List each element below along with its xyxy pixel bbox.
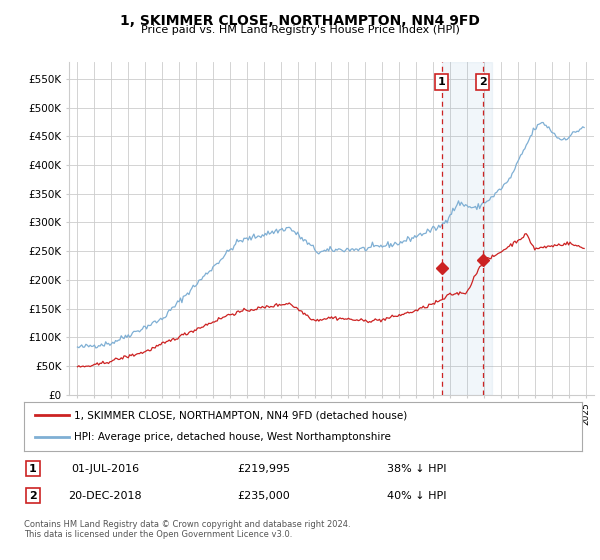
Text: 40% ↓ HPI: 40% ↓ HPI	[387, 491, 447, 501]
Text: 1, SKIMMER CLOSE, NORTHAMPTON, NN4 9FD (detached house): 1, SKIMMER CLOSE, NORTHAMPTON, NN4 9FD (…	[74, 410, 407, 421]
Text: 38% ↓ HPI: 38% ↓ HPI	[387, 464, 447, 474]
Text: 1: 1	[438, 77, 445, 87]
Text: 2: 2	[29, 491, 37, 501]
Text: Contains HM Land Registry data © Crown copyright and database right 2024.
This d: Contains HM Land Registry data © Crown c…	[24, 520, 350, 539]
Bar	[442, 62, 493, 395]
Text: HPI: Average price, detached house, West Northamptonshire: HPI: Average price, detached house, West…	[74, 432, 391, 442]
Text: 20-DEC-2018: 20-DEC-2018	[68, 491, 142, 501]
Text: £235,000: £235,000	[238, 491, 290, 501]
Text: 2: 2	[479, 77, 487, 87]
Text: 01-JUL-2016: 01-JUL-2016	[71, 464, 139, 474]
Text: Price paid vs. HM Land Registry's House Price Index (HPI): Price paid vs. HM Land Registry's House …	[140, 25, 460, 35]
Text: 1, SKIMMER CLOSE, NORTHAMPTON, NN4 9FD: 1, SKIMMER CLOSE, NORTHAMPTON, NN4 9FD	[120, 14, 480, 28]
Text: £219,995: £219,995	[238, 464, 290, 474]
Text: 1: 1	[29, 464, 37, 474]
